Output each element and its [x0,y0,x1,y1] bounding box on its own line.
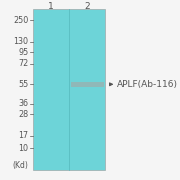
Text: 72: 72 [18,59,28,68]
Text: 95: 95 [18,48,28,57]
Text: 130: 130 [13,37,28,46]
Text: 1: 1 [48,2,54,11]
Text: (Kd): (Kd) [12,161,28,170]
Text: 17: 17 [18,131,28,140]
Text: 2: 2 [84,2,90,11]
Text: 10: 10 [18,144,28,153]
Text: 36: 36 [18,99,28,108]
Text: 250: 250 [13,16,28,25]
Bar [71,82,104,87]
Text: 55: 55 [18,80,28,89]
Text: APLF(Ab-116): APLF(Ab-116) [117,80,178,89]
Bar [33,9,105,170]
Text: 28: 28 [18,110,28,119]
